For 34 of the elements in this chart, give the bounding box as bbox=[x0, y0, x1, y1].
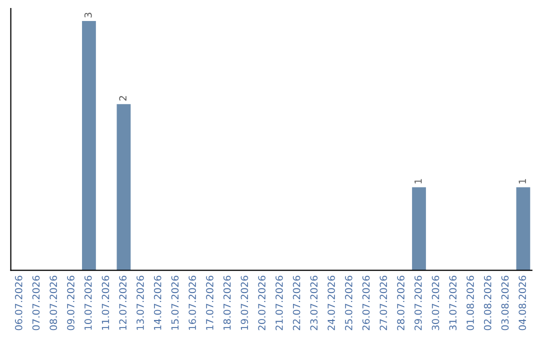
x-tick-label: 18.07.2026 bbox=[223, 276, 231, 330]
x-tick-label: 07.07.2026 bbox=[32, 276, 40, 330]
x-tick-label: 06.07.2026 bbox=[14, 276, 22, 330]
x-tick-label: 26.07.2026 bbox=[362, 276, 370, 330]
data-label: 3 bbox=[84, 12, 92, 18]
data-label: 1 bbox=[414, 179, 422, 184]
x-tick-label: 02.08.2026 bbox=[484, 276, 492, 330]
x-tick-label: 10.07.2026 bbox=[84, 276, 92, 330]
x-tick-label: 31.07.2026 bbox=[449, 276, 457, 330]
x-tick-label: 20.07.2026 bbox=[258, 276, 266, 330]
x-tick-label: 30.07.2026 bbox=[432, 276, 440, 330]
x-tick-label: 13.07.2026 bbox=[136, 276, 144, 330]
x-tick-label: 01.08.2026 bbox=[466, 276, 474, 330]
x-tick-label: 03.08.2026 bbox=[501, 276, 509, 330]
x-tick-label: 28.07.2026 bbox=[397, 276, 404, 330]
x-tick-label: 19.07.2026 bbox=[240, 276, 248, 330]
x-tick-label: 23.07.2026 bbox=[310, 276, 318, 330]
x-tick-label: 29.07.2026 bbox=[414, 276, 422, 330]
data-label: 2 bbox=[119, 96, 126, 101]
x-tick-label: 22.07.2026 bbox=[292, 276, 300, 330]
x-tick-label: 25.07.2026 bbox=[344, 276, 352, 330]
x-tick-label: 12.07.2026 bbox=[119, 276, 127, 330]
x-tick-label: 11.07.2026 bbox=[102, 276, 110, 330]
x-tick-label: 15.07.2026 bbox=[171, 276, 179, 330]
data-label: 1 bbox=[518, 179, 526, 184]
x-tick-label: 04.08.2026 bbox=[518, 276, 526, 330]
x-tick-label: 17.07.2026 bbox=[206, 276, 214, 330]
x-tick-label: 08.07.2026 bbox=[50, 276, 58, 330]
x-tick-label: 14.07.2026 bbox=[154, 276, 162, 330]
x-tick-label: 21.07.2026 bbox=[276, 276, 283, 330]
x-tick-label: 09.07.2026 bbox=[67, 276, 74, 330]
x-tick-label: 16.07.2026 bbox=[188, 276, 196, 330]
x-tick-label: 27.07.2026 bbox=[380, 276, 388, 330]
x-tick-label: 24.07.2026 bbox=[328, 276, 335, 330]
